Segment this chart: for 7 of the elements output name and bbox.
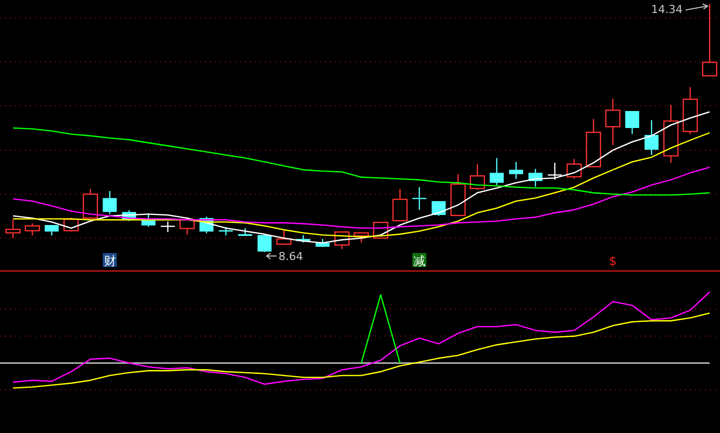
annotation: 减	[412, 253, 426, 268]
annotation: 14.34	[651, 3, 709, 16]
annotation: 14.34	[651, 3, 683, 16]
annotation: $	[609, 254, 617, 268]
annotation: 财	[102, 253, 117, 268]
annotation: 8.64	[278, 250, 304, 263]
annotation: 8.64	[266, 250, 304, 263]
